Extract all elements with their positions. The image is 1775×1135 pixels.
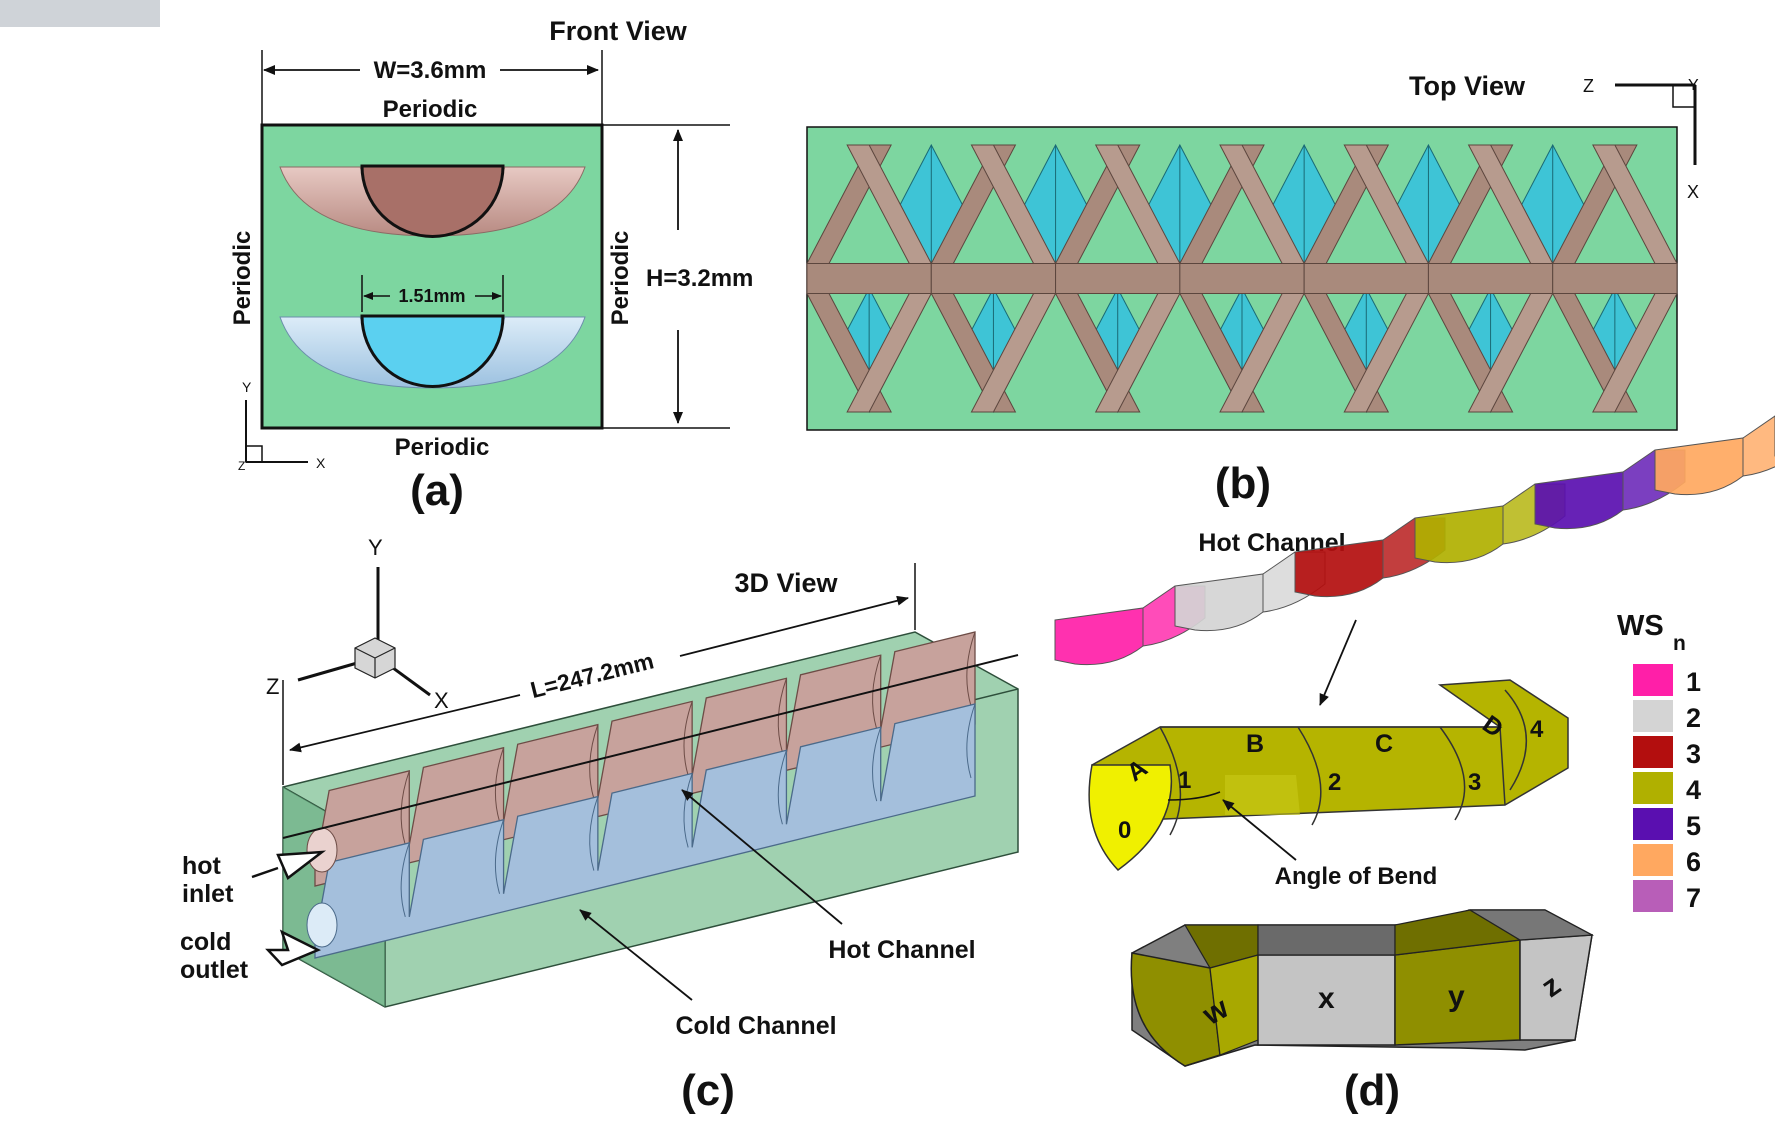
cold-outlet-face (306, 902, 338, 948)
legend-label: 2 (1686, 703, 1701, 733)
svg-text:X: X (1687, 182, 1699, 202)
panel-d: Hot Channel A B C D 0 1 2 3 4 Angle of B… (1054, 415, 1775, 1115)
point-label-4: 4 (1530, 716, 1544, 743)
panel-b-letter: (b) (1215, 459, 1271, 508)
panel-a-letter: (a) (410, 466, 464, 515)
periodic-right-label: Periodic (607, 231, 634, 326)
face-label-x: x (1318, 982, 1335, 1015)
point-label-0: 0 (1118, 817, 1131, 844)
cold-channel-section (360, 314, 505, 388)
legend-swatch (1633, 844, 1673, 876)
svg-text:Y: Y (1688, 77, 1699, 94)
chain-segment (1654, 437, 1744, 496)
periodic-top-label: Periodic (383, 96, 478, 123)
svg-text:Z: Z (238, 459, 245, 473)
legend-label: 6 (1686, 847, 1701, 877)
cold-outlet-arrow (265, 929, 322, 967)
legend-swatch (1633, 880, 1673, 912)
hot-inlet-label-2: inlet (182, 880, 234, 908)
iso-channels (282, 631, 1019, 959)
cold-outlet-label-1: cold (180, 928, 231, 956)
legend-label: 1 (1686, 667, 1701, 697)
bend-detail: A B C D 0 1 2 3 4 Angle of Bend (1088, 679, 1569, 890)
top-zigzag (806, 143, 1678, 414)
legend-swatch (1633, 808, 1673, 840)
legend-subscript: n (1673, 632, 1686, 655)
iso-view-title: 3D View (734, 568, 838, 598)
top-hot-strip (1179, 263, 1305, 294)
top-view-title: Top View (1409, 71, 1526, 101)
svg-text:X: X (434, 688, 449, 713)
legend-swatch (1633, 772, 1673, 804)
svg-text:X: X (316, 455, 326, 471)
legend-swatch (1633, 736, 1673, 768)
face-label-y: y (1448, 980, 1465, 1013)
segmented-hot-channel (1054, 415, 1775, 666)
point-label-2: 2 (1328, 769, 1341, 796)
hot-inlet-face (306, 827, 338, 873)
face-0 (1088, 764, 1173, 871)
point-label-1: 1 (1178, 767, 1191, 794)
cold-channel-label-c: Cold Channel (675, 1012, 836, 1040)
legend-swatch (1633, 664, 1673, 696)
angle-of-bend-label: Angle of Bend (1275, 863, 1438, 890)
legend-label: 7 (1686, 883, 1701, 913)
panel-c: Y Z X 3D View L=247.2mm hot inlet cold o… (180, 535, 1019, 1115)
panel-c-letter: (c) (681, 1066, 735, 1115)
hot-channel-label-c: Hot Channel (828, 936, 975, 964)
legend-label: 5 (1686, 811, 1701, 841)
svg-text:Z: Z (1583, 76, 1594, 96)
panel-a: Front View W=3.6mm Periodic 1.51mm Perio… (229, 16, 753, 515)
iso-axes-triad: Y Z X (266, 535, 449, 713)
panel-b: Top View Z Y X (b) (806, 71, 1699, 508)
chain-segment (1054, 607, 1144, 666)
top-axes-triad: Z Y X (1583, 76, 1699, 202)
front-view-title: Front View (549, 16, 688, 46)
top-hot-strip (930, 263, 1057, 294)
legend-title: WS (1617, 610, 1664, 642)
legend-label: 3 (1686, 739, 1701, 769)
ws-legend: WS n 1 2 3 4 5 6 7 (1617, 610, 1701, 913)
chain-segment (1534, 471, 1624, 530)
cold-outlet-label-2: outlet (180, 956, 249, 984)
legend-swatch (1633, 700, 1673, 732)
corner-tab (0, 0, 160, 27)
box-segments: w x y z (1130, 909, 1595, 1067)
segment-label-C: C (1375, 730, 1393, 758)
top-hot-strip (1055, 263, 1181, 294)
segment-label-B: B (1246, 730, 1264, 758)
diameter-label: 1.51mm (398, 286, 465, 306)
hot-channel-section (360, 164, 505, 238)
periodic-left-label: Periodic (229, 231, 256, 326)
top-hot-strip (1552, 263, 1678, 294)
svg-text:Y: Y (368, 535, 383, 560)
panel-d-letter: (d) (1344, 1066, 1400, 1115)
chain-segment (1414, 505, 1504, 564)
chain-segment (1174, 573, 1264, 632)
top-hot-strip (1427, 263, 1554, 294)
top-hot-strip (1303, 263, 1429, 294)
chain-bend (1742, 415, 1775, 477)
height-label: H=3.2mm (646, 265, 753, 292)
legend-label: 4 (1686, 775, 1701, 805)
top-hot-strip (806, 263, 932, 294)
periodic-bottom-label: Periodic (395, 434, 490, 461)
length-label: L=247.2mm (528, 647, 657, 703)
svg-text:Y: Y (242, 379, 252, 395)
width-label: W=3.6mm (374, 57, 487, 84)
point-label-3: 3 (1468, 769, 1481, 796)
svg-text:Z: Z (266, 674, 279, 699)
front-axes-triad: Y X Z (238, 379, 326, 473)
hot-inlet-label-1: hot (182, 852, 222, 880)
hot-inlet-arrow (251, 850, 327, 880)
